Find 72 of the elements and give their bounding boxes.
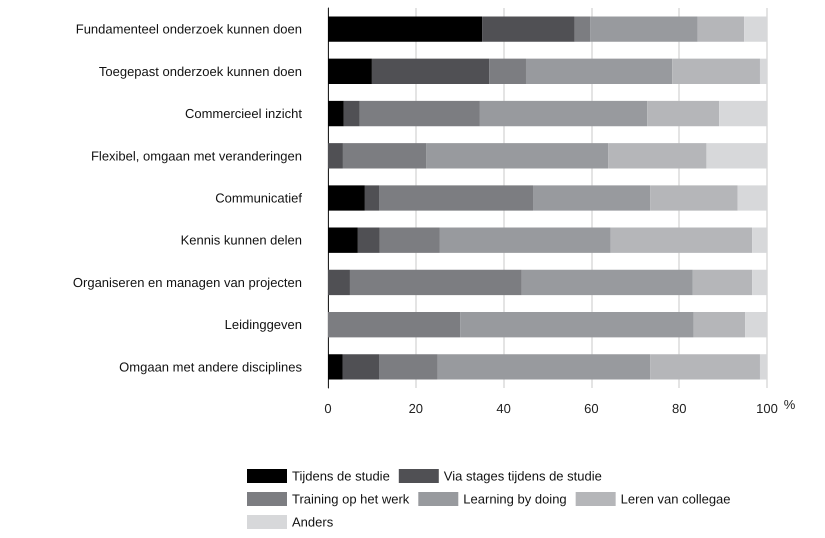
bar <box>328 270 350 296</box>
bar <box>482 16 575 42</box>
bar <box>719 100 767 126</box>
y-tick-label: Organiseren en managen van projecten <box>72 274 302 290</box>
bar <box>358 228 380 253</box>
bar <box>706 143 767 168</box>
y-tick-label: Toegepast onderzoek kunnen doen <box>98 64 302 79</box>
bar <box>328 100 344 126</box>
bar <box>438 354 650 380</box>
bar <box>533 185 650 211</box>
y-tick-label: Leidinggeven <box>224 317 302 332</box>
y-tick-label: Fundamenteel onderzoek kunnen doen <box>76 22 302 37</box>
bar <box>692 270 752 296</box>
bar <box>364 185 380 211</box>
bar <box>590 16 698 42</box>
bar <box>328 228 358 253</box>
bar <box>698 16 744 42</box>
x-tick-label: 20 <box>408 401 424 416</box>
bar <box>574 16 590 42</box>
y-tick-label: Kennis kunnen delen <box>180 232 302 248</box>
bar <box>480 100 648 126</box>
bar <box>328 185 365 211</box>
bar <box>460 312 694 338</box>
bar <box>440 228 611 253</box>
bar <box>379 185 534 211</box>
bar <box>328 58 372 84</box>
x-axis-title: % <box>784 397 796 412</box>
bar <box>650 354 760 380</box>
y-tick-label: Omgaan met andere disciplines <box>119 359 302 374</box>
legend-label: Training op het werk <box>292 492 410 506</box>
bar <box>372 58 490 84</box>
bar <box>647 100 720 126</box>
bar <box>694 312 746 338</box>
bar <box>328 354 342 380</box>
y-tick-label: Commercieel inzicht <box>184 106 302 122</box>
y-tick-label: Flexibel, omgaan met veranderingen <box>90 148 302 164</box>
bar <box>350 270 522 296</box>
legend-label: Learning by doing <box>463 492 567 506</box>
x-tick-label: 80 <box>672 401 686 416</box>
bar <box>608 143 706 168</box>
bar <box>344 100 360 126</box>
legend-label: Tijdens de studie <box>292 468 390 484</box>
bar <box>650 185 738 211</box>
legend-label: Via stages tijdens de studie <box>444 468 602 484</box>
bar <box>328 143 343 168</box>
bar <box>672 58 760 84</box>
bar <box>526 58 672 84</box>
bar <box>379 354 438 380</box>
x-tick-label: 60 <box>584 401 599 416</box>
x-tick-label: 40 <box>496 401 511 416</box>
bar <box>342 143 426 168</box>
bar <box>752 270 767 296</box>
bar <box>744 16 767 42</box>
x-tick-label: 0 <box>324 401 332 416</box>
x-tick-label: 100 <box>756 401 778 416</box>
bar <box>738 185 767 211</box>
bar <box>342 354 380 380</box>
bar <box>489 58 526 84</box>
bar <box>380 228 440 253</box>
bar <box>328 312 460 338</box>
bar <box>752 228 767 253</box>
bar <box>426 143 608 168</box>
y-tick-label: Communicatief <box>215 190 302 206</box>
bar <box>522 270 693 296</box>
bar <box>360 100 480 126</box>
bar <box>760 58 767 84</box>
legend-label: Leren van collegae <box>620 492 731 506</box>
bar <box>610 228 752 253</box>
bar <box>760 354 767 380</box>
bar <box>328 16 482 42</box>
legend-label: Anders <box>292 514 334 530</box>
bar <box>745 312 767 338</box>
